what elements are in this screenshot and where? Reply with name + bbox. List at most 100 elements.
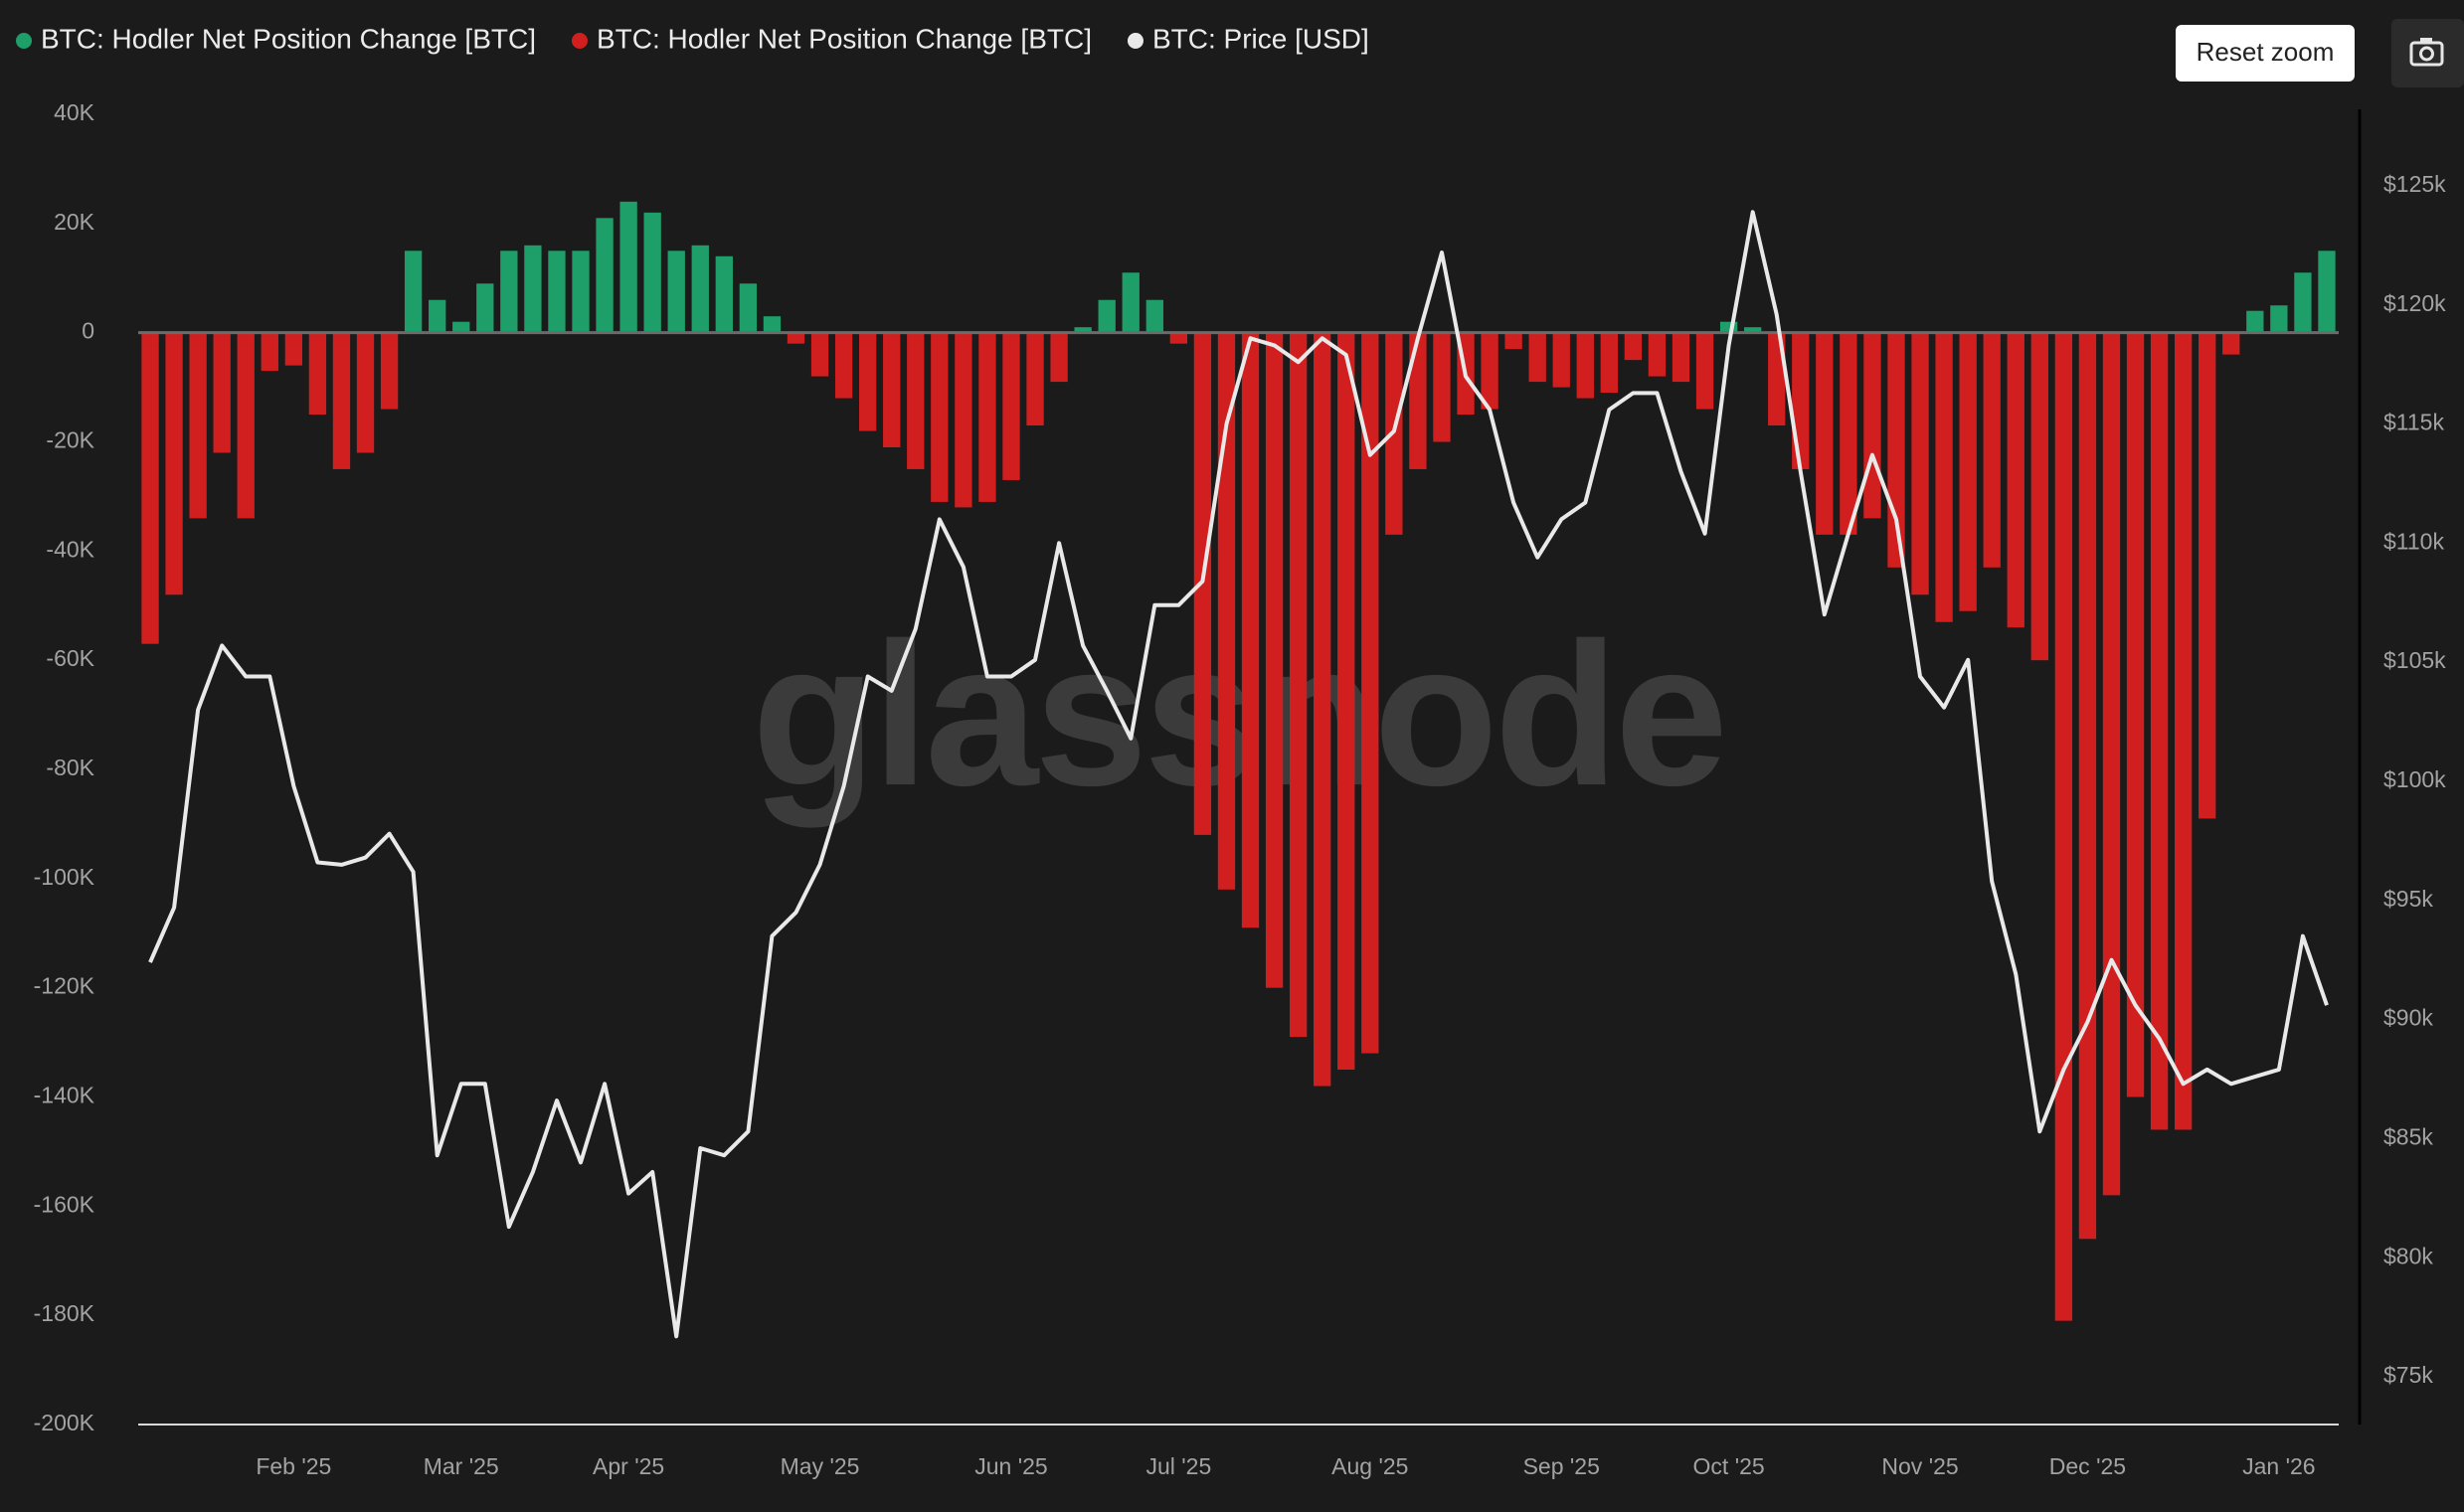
- bar: [524, 245, 542, 333]
- legend-marker[interactable]: [1127, 33, 1144, 49]
- bar: [931, 332, 949, 502]
- bar: [810, 332, 829, 377]
- y2-tick-label: $75k: [2383, 1362, 2433, 1388]
- watermark: glassnode: [752, 600, 1724, 828]
- bar: [332, 332, 351, 469]
- y-tick-label: -120K: [34, 973, 95, 999]
- legend-item[interactable]: BTC: Price [USD]: [1127, 23, 1369, 54]
- legend-item[interactable]: BTC: Hodler Net Position Change [BTC]: [16, 23, 536, 54]
- legend-label[interactable]: BTC: Hodler Net Position Change [BTC]: [41, 23, 536, 54]
- bar: [1528, 332, 1546, 383]
- x-tick-label: Jun '25: [974, 1453, 1047, 1479]
- bar: [548, 251, 566, 333]
- y2-tick-label: $95k: [2383, 886, 2433, 912]
- bar: [141, 332, 159, 644]
- bar: [452, 321, 470, 333]
- bar: [1600, 332, 1619, 394]
- x-tick-label: Oct '25: [1693, 1453, 1765, 1479]
- bar: [1217, 332, 1236, 890]
- x-tick-label: Dec '25: [2049, 1453, 2126, 1479]
- bar: [1409, 332, 1427, 469]
- x-tick-label: Mar '25: [424, 1453, 499, 1479]
- x-tick-label: Sep '25: [1523, 1453, 1600, 1479]
- bar: [237, 332, 255, 519]
- bar: [643, 212, 661, 333]
- legend-label[interactable]: BTC: Price [USD]: [1152, 23, 1369, 54]
- bar: [1624, 332, 1643, 361]
- bar: [978, 332, 996, 502]
- y2-tick-label: $110k: [2383, 528, 2444, 554]
- bar: [1744, 327, 1762, 333]
- bar: [883, 332, 901, 447]
- bar: [739, 283, 758, 333]
- bar: [1911, 332, 1929, 595]
- bar: [907, 332, 925, 469]
- bar: [500, 251, 518, 333]
- bar: [1504, 332, 1522, 350]
- legend-item[interactable]: BTC: Hodler Net Position Change [BTC]: [571, 23, 1092, 54]
- y-tick-label: -40K: [46, 536, 94, 562]
- bar: [380, 332, 399, 410]
- bar: [429, 299, 446, 333]
- bar: [1122, 272, 1140, 333]
- bar: [1935, 332, 1953, 622]
- bar: [1719, 321, 1738, 333]
- camera-button[interactable]: [2391, 19, 2464, 87]
- y-tick-label: -20K: [46, 427, 94, 453]
- x-tick-label: Nov '25: [1881, 1453, 1958, 1479]
- camera-icon[interactable]: [2419, 46, 2434, 62]
- bar: [572, 251, 590, 333]
- y-tick-label: -140K: [34, 1083, 95, 1108]
- camera-box[interactable]: [2391, 19, 2464, 87]
- y2-tick-label: $80k: [2383, 1243, 2433, 1268]
- y2-tick-label: $115k: [2383, 410, 2444, 435]
- bar: [1672, 332, 1690, 383]
- bar: [1792, 332, 1810, 469]
- bar: [189, 332, 207, 519]
- reset-zoom[interactable]: Reset zoom: [2176, 25, 2355, 82]
- x-tick-label: Apr '25: [593, 1453, 664, 1479]
- y-tick-label: -80K: [46, 755, 94, 780]
- camera-icon[interactable]: [2420, 38, 2432, 44]
- y2-tick-label: $100k: [2383, 766, 2446, 792]
- reset-zoom-box[interactable]: [2176, 25, 2355, 82]
- bar: [356, 332, 375, 453]
- y-tick-label: 20K: [54, 209, 95, 235]
- bar: [404, 251, 423, 333]
- x-tick-label: Jan '26: [2242, 1453, 2315, 1479]
- bar: [955, 332, 972, 508]
- y-tick-label: -180K: [34, 1300, 95, 1326]
- bar: [1074, 327, 1092, 333]
- bar: [1648, 332, 1667, 377]
- y-tick-label: -60K: [46, 645, 94, 671]
- bar: [284, 332, 303, 366]
- legend-marker[interactable]: [16, 33, 32, 49]
- bar: [2294, 272, 2312, 333]
- bar: [2318, 251, 2336, 333]
- bar: [1983, 332, 2001, 568]
- bar: [2030, 332, 2048, 661]
- bar: [1002, 332, 1020, 480]
- bar: [763, 316, 782, 333]
- bar: [1050, 332, 1068, 383]
- y-tick-label: 40K: [54, 99, 95, 125]
- bar: [1289, 332, 1308, 1038]
- bar: [1695, 332, 1714, 410]
- bar: [619, 201, 637, 333]
- legend-label[interactable]: BTC: Hodler Net Position Change [BTC]: [597, 23, 1092, 54]
- bar: [1337, 332, 1355, 1071]
- bar: [1863, 332, 1881, 519]
- bar: [2126, 332, 2145, 1097]
- legend-marker[interactable]: [571, 33, 588, 49]
- y2-tick-label: $120k: [2383, 290, 2446, 316]
- y-tick-label: -160K: [34, 1191, 95, 1217]
- bar: [1169, 332, 1188, 344]
- bar: [2078, 332, 2097, 1240]
- bar: [1552, 332, 1570, 388]
- bar: [1481, 332, 1498, 410]
- reset-zoom-label[interactable]: Reset zoom: [2197, 37, 2335, 67]
- bar: [596, 218, 614, 333]
- bar: [2270, 305, 2288, 333]
